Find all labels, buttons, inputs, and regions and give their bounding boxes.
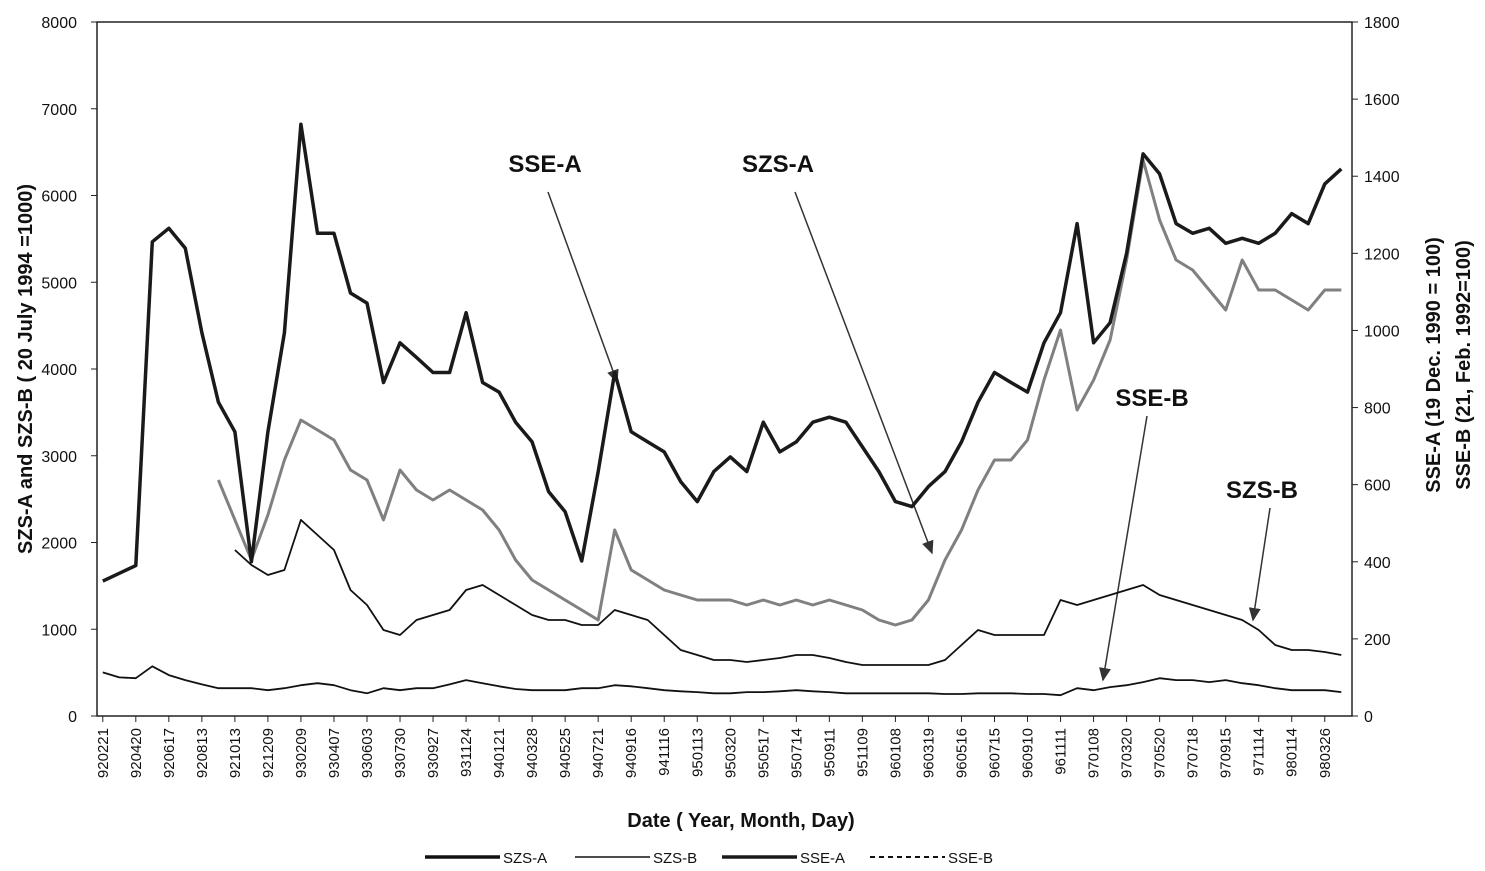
- x-axis-label: Date ( Year, Month, Day): [627, 810, 854, 832]
- x-tick-label: 940916: [623, 728, 640, 778]
- legend-label: SSE-B: [948, 850, 993, 867]
- x-tick-label: 960516: [953, 728, 970, 778]
- x-tick-label: 950113: [689, 728, 706, 777]
- annotation-arrow: [794, 191, 934, 555]
- legend-item: SZS-A: [425, 850, 547, 867]
- x-tick-label: 951109: [854, 728, 871, 777]
- x-tick-label: 940121: [491, 728, 508, 778]
- x-tick-label: 940525: [557, 728, 574, 778]
- x-tick-label: 980326: [1317, 728, 1334, 778]
- x-tick-label: 961111: [1053, 728, 1070, 775]
- y-tick-label: 0: [68, 709, 77, 726]
- annotation-arrow: [547, 191, 619, 384]
- y2-tick-label: 1000: [1364, 323, 1400, 340]
- x-tick-label: 960715: [986, 728, 1003, 778]
- annotation: SSE-A: [508, 151, 581, 178]
- annotation: SZS-B: [1226, 477, 1298, 504]
- x-tick-label: 950714: [788, 728, 805, 778]
- x-tick-label: 940721: [590, 728, 607, 778]
- x-tick-label: 930603: [359, 728, 376, 778]
- y2-tick-label: 1400: [1364, 169, 1400, 186]
- x-tick-label: 960108: [887, 728, 904, 778]
- x-tick-label: 970320: [1119, 728, 1136, 778]
- annotation: SZS-A: [742, 151, 814, 178]
- annotation: SSE-B: [1115, 385, 1188, 412]
- plot-frame: [96, 21, 1353, 717]
- x-tick-label: 920813: [194, 728, 211, 778]
- x-tick-label: 921209: [260, 728, 277, 778]
- legend-label: SSE-A: [800, 850, 845, 867]
- legend-label: SZS-A: [503, 850, 547, 867]
- x-tick-label: 930407: [326, 728, 343, 778]
- x-tick-label: 930209: [293, 728, 310, 778]
- x-tick-label: 950911: [821, 728, 838, 777]
- series-line: [102, 122, 1343, 583]
- x-tick-label: 950517: [755, 728, 772, 778]
- y2-tick-label: 1600: [1364, 92, 1400, 109]
- y2-tick-label: 0: [1364, 709, 1373, 726]
- x-tick-label: 920617: [161, 728, 178, 778]
- x-tick-label: 970915: [1218, 728, 1235, 778]
- y-axis-label: SZS-A and SZS-B ( 20 July 1994 =1000): [15, 184, 37, 554]
- legend-item: SZS-B: [575, 850, 697, 867]
- x-tick-label: 920221: [95, 728, 112, 778]
- series-line: [234, 519, 1342, 666]
- y-tick-label: 2000: [41, 536, 77, 553]
- y2-tick-label: 1200: [1364, 246, 1400, 263]
- x-tick-label: 970718: [1185, 728, 1202, 778]
- x-tick-label: 971114: [1251, 728, 1268, 776]
- x-tick-label: 930927: [425, 728, 442, 778]
- y2-tick-label: 1800: [1364, 15, 1400, 32]
- y-tick-label: 3000: [41, 449, 77, 466]
- x-tick-label: 930730: [392, 728, 409, 778]
- x-tick-label: 970108: [1086, 728, 1103, 778]
- y2-tick-label: 800: [1364, 401, 1391, 418]
- y-tick-label: 5000: [41, 275, 77, 292]
- annotation-arrow: [1099, 415, 1148, 682]
- annotations: SSE-A SZS-A SSE-B SZS-B: [508, 151, 1298, 682]
- legend-item: SSE-B: [870, 850, 993, 867]
- x-tick-label: 931124: [458, 728, 475, 777]
- x-tick-label: 960319: [920, 728, 937, 778]
- y-tick-label: 8000: [41, 15, 77, 32]
- y-tick-label: 1000: [41, 622, 77, 639]
- series-line: [102, 665, 1342, 697]
- x-tick-label: 920420: [128, 728, 145, 778]
- x-tick-label: 980114: [1284, 728, 1301, 777]
- y2-axis-label: SSE-A (19 Dec. 1990 = 100): [1423, 237, 1445, 493]
- legend-item: SSE-A: [722, 850, 845, 867]
- legend-label: SZS-B: [653, 850, 697, 867]
- annotation-arrow: [1248, 507, 1271, 622]
- x-tick-label: 960910: [1020, 728, 1037, 778]
- x-tick-label: 940328: [524, 728, 541, 778]
- y2-tick-label: 600: [1364, 478, 1391, 495]
- y2-tick-label: 200: [1364, 632, 1391, 649]
- y2-axis-label: SSE-B (21, Feb. 1992=100): [1453, 240, 1475, 490]
- x-tick-label: 941116: [656, 728, 673, 776]
- y-tick-label: 6000: [41, 189, 77, 206]
- x-tick-label: 921013: [227, 728, 244, 778]
- y2-tick-label: 400: [1364, 555, 1391, 572]
- x-tick-label: 970520: [1152, 728, 1169, 778]
- series-line: [217, 158, 1342, 627]
- x-tick-label: 950320: [722, 728, 739, 778]
- y-tick-label: 4000: [41, 362, 77, 379]
- y-tick-label: 7000: [41, 102, 77, 119]
